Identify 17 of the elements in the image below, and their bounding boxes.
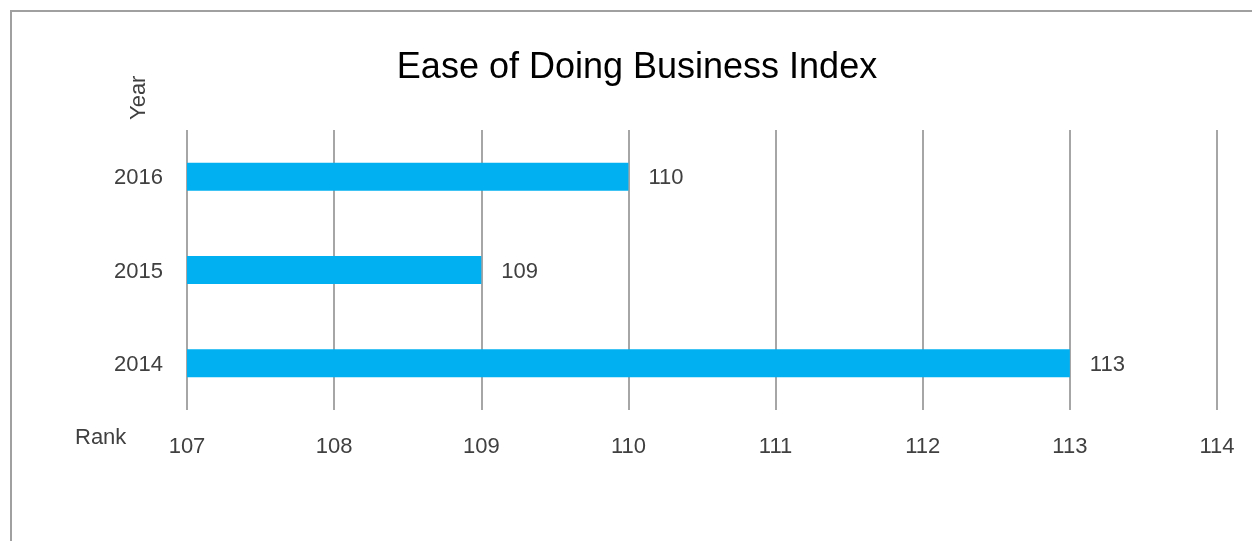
data-label: 109 bbox=[501, 257, 538, 283]
y-axis-title: Year bbox=[124, 75, 150, 120]
chart-title: Ease of Doing Business Index bbox=[396, 44, 878, 86]
data-label: 110 bbox=[648, 164, 684, 190]
y-tick-label: 2014 bbox=[114, 350, 163, 376]
x-axis-title: Rank bbox=[75, 423, 128, 449]
x-tick-label: 114 bbox=[1199, 432, 1235, 458]
data-label: 113 bbox=[1089, 350, 1125, 376]
x-tick-label: 108 bbox=[315, 432, 353, 458]
x-tick-label: 113 bbox=[1052, 432, 1088, 458]
y-tick-label: 2015 bbox=[114, 257, 163, 283]
x-tick-label: 109 bbox=[462, 432, 500, 458]
x-tick-label: 112 bbox=[905, 432, 941, 458]
x-tick-label: 111 bbox=[758, 432, 793, 458]
x-tick-label: 110 bbox=[610, 432, 646, 458]
y-tick-label: 2016 bbox=[114, 164, 163, 190]
x-tick-label: 107 bbox=[168, 432, 206, 458]
